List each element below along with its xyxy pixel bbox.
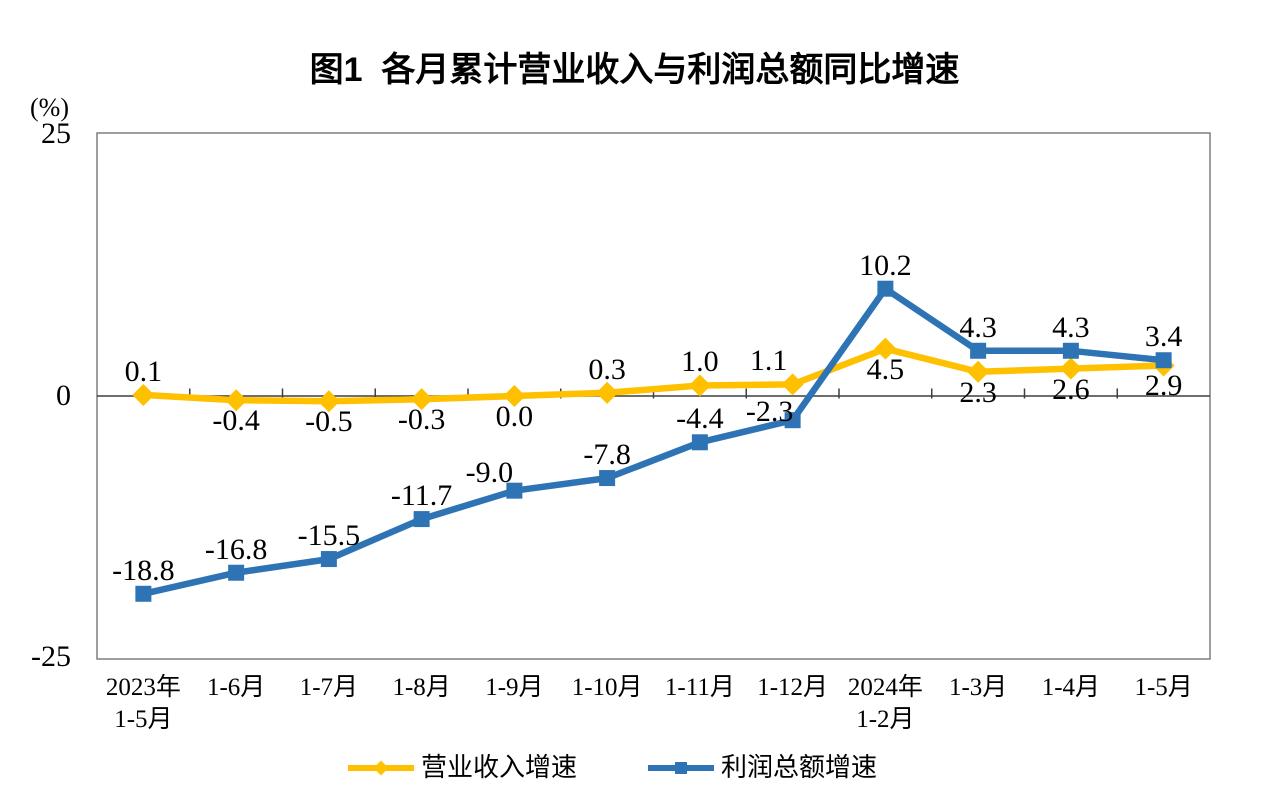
revenue-series-icon bbox=[348, 760, 414, 776]
x-axis-label: 2023年 1-5月 bbox=[105, 674, 181, 733]
data-label: 2.6 bbox=[1052, 372, 1090, 406]
y-axis-unit-label: (%) bbox=[30, 93, 69, 122]
data-point-marker bbox=[503, 385, 526, 407]
data-label: -0.4 bbox=[212, 404, 260, 438]
data-point-marker bbox=[596, 381, 619, 404]
y-axis-tick-label: -25 bbox=[31, 640, 71, 673]
data-point-marker bbox=[228, 564, 245, 581]
data-point-marker bbox=[413, 511, 430, 528]
data-point-marker bbox=[317, 390, 340, 413]
y-axis-tick-label: 0 bbox=[56, 379, 71, 412]
x-axis-label: 1-8月 bbox=[392, 674, 451, 701]
data-point-marker bbox=[1155, 352, 1172, 369]
data-point-marker bbox=[877, 280, 894, 297]
x-axis-label: 1-3月 bbox=[948, 674, 1008, 701]
data-label: -2.3 bbox=[745, 395, 794, 429]
legend-item-revenue: 营业收入增速 bbox=[348, 752, 577, 784]
data-label: -11.7 bbox=[390, 479, 453, 513]
x-axis-label: 1-12月 bbox=[757, 674, 829, 701]
data-point-marker bbox=[132, 383, 155, 406]
data-point-marker bbox=[784, 412, 801, 429]
data-point-marker bbox=[320, 551, 337, 568]
data-label: -0.5 bbox=[305, 405, 353, 439]
x-axis-label: 1-9月 bbox=[485, 674, 544, 701]
data-point-marker bbox=[1059, 357, 1082, 380]
series-line-1 bbox=[140, 285, 1167, 598]
data-label: 4.3 bbox=[959, 310, 997, 344]
data-label: -9.0 bbox=[465, 455, 514, 489]
data-point-marker bbox=[970, 342, 987, 359]
x-axis-label: 1-10月 bbox=[571, 674, 643, 701]
data-point-marker bbox=[135, 585, 152, 602]
data-point-marker bbox=[1062, 342, 1079, 359]
data-label: -7.8 bbox=[583, 438, 631, 472]
data-point-marker bbox=[410, 388, 433, 411]
legend-label-revenue: 营业收入增速 bbox=[421, 753, 578, 782]
data-label: 4.3 bbox=[1052, 310, 1090, 344]
legend-label-profit: 利润总额增速 bbox=[721, 753, 878, 782]
data-label: 4.5 bbox=[866, 352, 905, 386]
chart-title: 图1 各月累计营业收入与利润总额同比增速 bbox=[309, 51, 960, 89]
data-point-marker bbox=[781, 373, 804, 396]
data-label: 1.0 bbox=[681, 345, 719, 379]
x-axis-label: 2024年 1-2月 bbox=[847, 674, 923, 733]
data-point-marker bbox=[688, 374, 711, 397]
data-label: -0.3 bbox=[397, 403, 446, 437]
data-point-marker bbox=[599, 470, 616, 487]
y-axis-tick-label: 25 bbox=[41, 117, 71, 150]
data-point-marker bbox=[967, 360, 990, 383]
data-label: -18.8 bbox=[112, 553, 175, 587]
data-label: -4.4 bbox=[676, 402, 724, 436]
data-point-marker bbox=[691, 434, 708, 451]
data-label: 3.4 bbox=[1144, 320, 1183, 354]
legend-item-profit: 利润总额增速 bbox=[648, 752, 877, 784]
x-axis-label: 1-5月 bbox=[1134, 674, 1193, 701]
series-line-0 bbox=[140, 345, 1167, 405]
data-label: 2.9 bbox=[1144, 369, 1183, 403]
data-label: -15.5 bbox=[297, 519, 361, 553]
data-label: 0.0 bbox=[495, 400, 534, 433]
data-label: 0.3 bbox=[588, 352, 626, 386]
x-axis-label: 1-11月 bbox=[664, 674, 735, 701]
data-label: -16.8 bbox=[204, 532, 268, 566]
x-axis-label: 1-4月 bbox=[1041, 674, 1101, 701]
data-label: 0.1 bbox=[124, 354, 163, 388]
data-point-marker bbox=[225, 389, 248, 412]
x-axis-label: 1-7月 bbox=[299, 674, 359, 701]
x-axis-label: 1-6月 bbox=[206, 674, 266, 701]
data-point-marker bbox=[874, 337, 897, 360]
data-point-marker bbox=[506, 482, 523, 499]
data-label: 2.3 bbox=[959, 375, 997, 409]
profit-series-icon bbox=[648, 762, 714, 774]
data-label: 1.1 bbox=[749, 344, 788, 378]
data-label: 10.2 bbox=[859, 248, 912, 282]
